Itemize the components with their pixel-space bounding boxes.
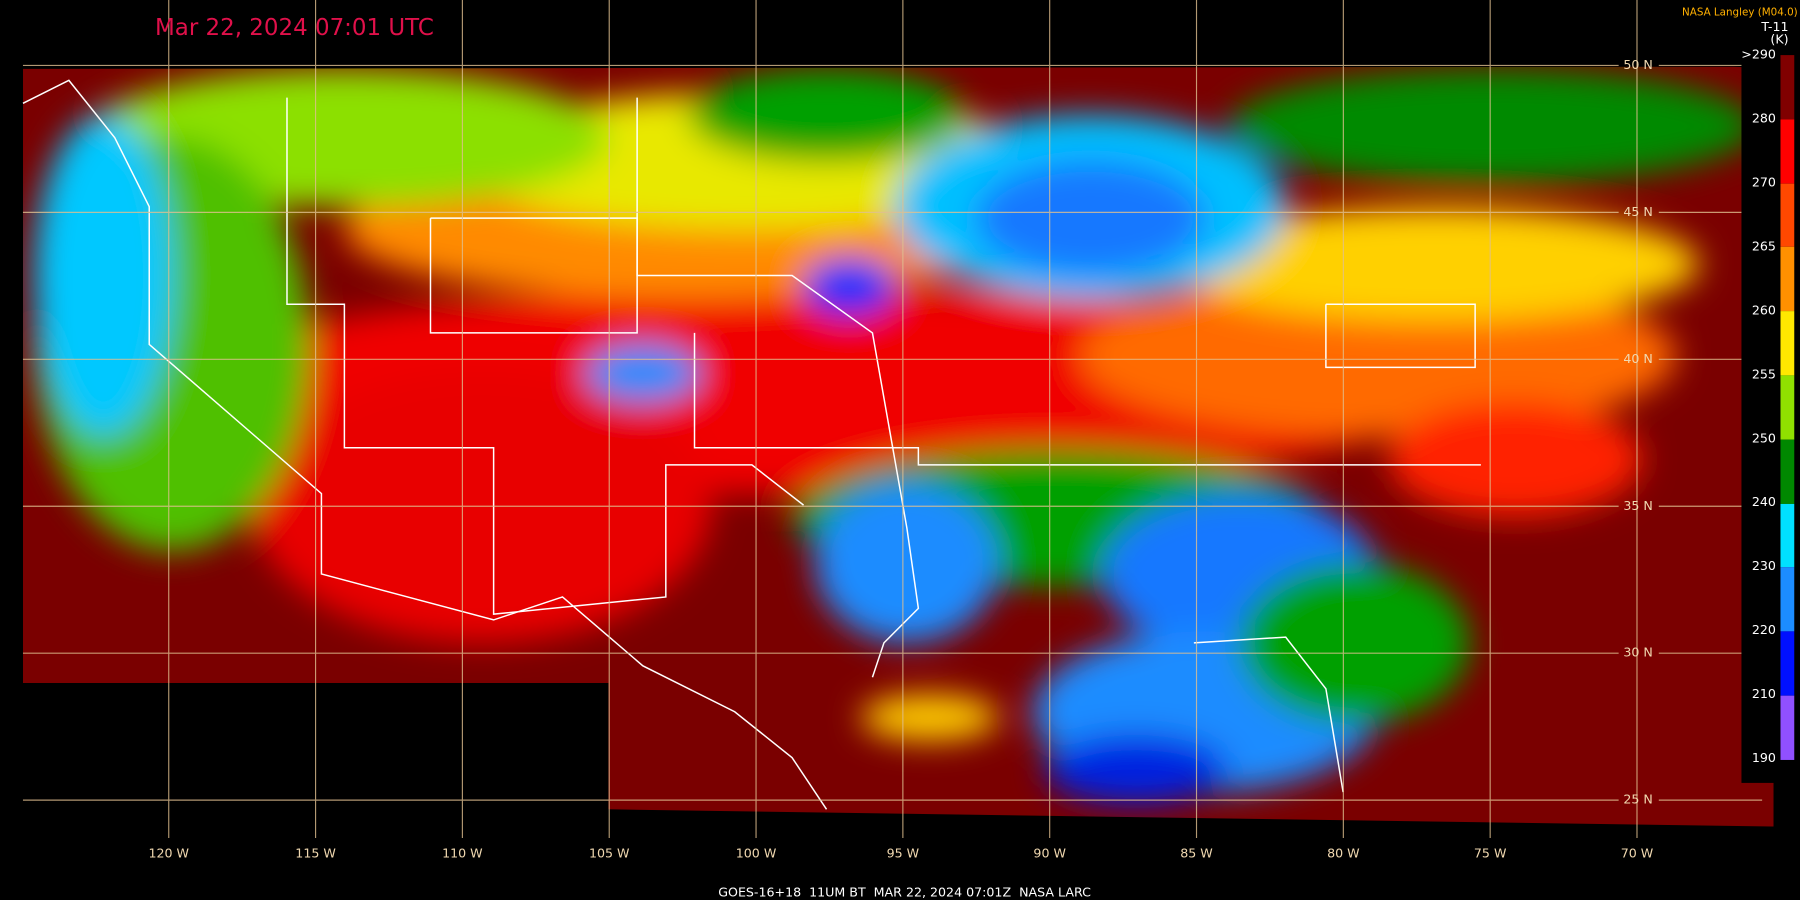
- longitude-label: 85 W: [1180, 846, 1213, 861]
- latitude-label: 25 N: [1623, 792, 1652, 807]
- borders: [22, 79, 1481, 810]
- legend-label: 230: [1752, 558, 1776, 573]
- longitude-label: 95 W: [887, 846, 920, 861]
- longitude-label: 115 W: [295, 846, 336, 861]
- longitude-label: 80 W: [1327, 846, 1360, 861]
- timestamp: Mar 22, 2024 07:01 UTC: [155, 15, 434, 41]
- latitude-label: 40 N: [1623, 351, 1652, 366]
- footer-bar: [0, 886, 1800, 900]
- credit: NASA Langley (M04.0): [1682, 7, 1798, 19]
- longitude-label: 70 W: [1621, 846, 1654, 861]
- legend-label: 220: [1752, 622, 1776, 637]
- legend-label: 265: [1752, 238, 1776, 253]
- latitude-label: 30 N: [1623, 645, 1652, 660]
- legend-label: 190: [1752, 750, 1776, 765]
- longitude-label: 105 W: [589, 846, 630, 861]
- legend-label: 250: [1752, 430, 1776, 445]
- latitude-label: 45 N: [1623, 204, 1652, 219]
- legend-label: 280: [1752, 111, 1776, 126]
- legend-labels: >290 280 270 265 260 255 250 240 230 220 210 190: [1741, 47, 1776, 765]
- longitude-label: 120 W: [148, 846, 189, 861]
- legend-label: 240: [1752, 494, 1776, 509]
- longitude-label: 90 W: [1033, 846, 1066, 861]
- longitude-label: 110 W: [442, 846, 483, 861]
- legend-label: 210: [1752, 686, 1776, 701]
- legend-label: >290: [1741, 47, 1776, 62]
- longitude-label: 75 W: [1474, 846, 1507, 861]
- latitude-label: 50 N: [1623, 57, 1652, 72]
- graticule-labels: 120 W 115 W 110 W 105 W 100 W 95 W 90 W 85 W 80 …: [148, 57, 1653, 861]
- latitude-label: 35 N: [1623, 498, 1652, 513]
- graticule: [22, 0, 1763, 839]
- legend-title: T-11: [1760, 19, 1788, 34]
- colorbar: [1780, 55, 1795, 760]
- legend-label: 255: [1752, 366, 1776, 381]
- legend-units: (K): [1770, 32, 1788, 47]
- footer: GOES-16+18 11UM BT MAR 22, 2024 07:01Z N…: [718, 885, 1091, 900]
- legend-label: 270: [1752, 174, 1776, 189]
- legend-label: 260: [1752, 302, 1776, 317]
- longitude-label: 100 W: [736, 846, 777, 861]
